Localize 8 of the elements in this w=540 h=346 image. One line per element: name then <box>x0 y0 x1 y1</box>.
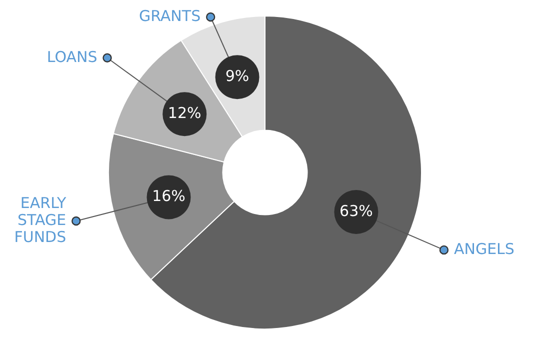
data-label: 16% <box>152 187 186 206</box>
data-label: 12% <box>168 104 202 122</box>
slice-label: LOANS <box>46 48 98 66</box>
data-label: 63% <box>340 202 373 220</box>
slice-label: GRANTS <box>138 6 201 25</box>
data-label: 9% <box>225 66 250 85</box>
slice-label: EARLY STAGE FUNDS <box>14 194 67 246</box>
slice-label: ANGELS <box>454 240 514 258</box>
